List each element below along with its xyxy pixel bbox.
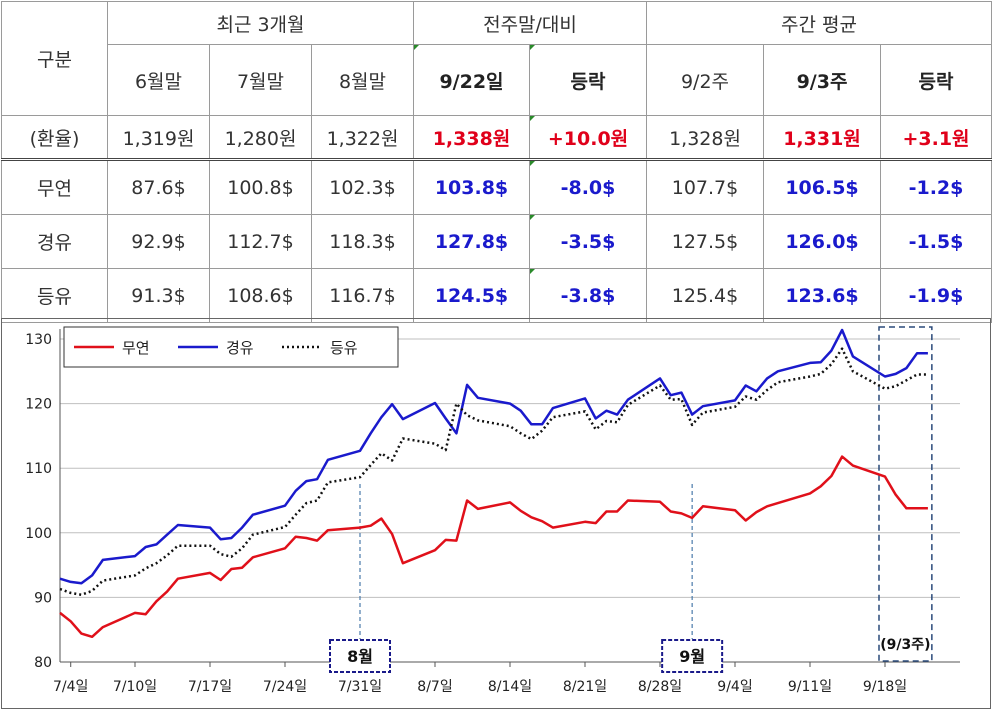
subheader-aug: 8월말 <box>311 44 414 116</box>
y-tick-label: 110 <box>25 461 52 477</box>
price-cell: 108.6$ <box>209 268 312 323</box>
price-cell: -3.8$ <box>529 268 647 323</box>
y-tick-label: 130 <box>25 332 52 348</box>
highlight-label: (9/3주) <box>880 637 930 653</box>
price-cell: 125.4$ <box>646 268 764 323</box>
subheader-jun: 6월말 <box>107 44 210 116</box>
price-cell: -3.5$ <box>529 214 647 269</box>
x-tick-label: 8/21일 <box>563 679 607 695</box>
x-tick-label: 8/14일 <box>488 679 532 695</box>
subheader-jul: 7월말 <box>209 44 312 116</box>
group-header-recent: 최근 3개월 <box>107 1 414 45</box>
price-cell: 102.3$ <box>311 159 414 215</box>
subheader-sep-w2: 9/2주 <box>646 44 764 116</box>
y-tick-label: 90 <box>34 590 52 606</box>
price-cell: 107.7$ <box>646 159 764 215</box>
x-tick-label: 7/10일 <box>113 679 157 695</box>
month-marker-label: 8월 <box>347 647 373 666</box>
price-cell: -1.5$ <box>880 214 992 269</box>
price-cell: 100.8$ <box>209 159 312 215</box>
price-cell: 124.5$ <box>413 268 530 323</box>
x-tick-label: 7/4일 <box>53 679 88 695</box>
rate-cell: +3.1원 <box>880 115 992 161</box>
price-cell: 106.5$ <box>763 159 881 215</box>
price-cell: 118.3$ <box>311 214 414 269</box>
rate-cell: +10.0원 <box>529 115 647 161</box>
y-tick-label: 120 <box>25 397 52 413</box>
row-label-header: 구분 <box>1 1 108 116</box>
series-line-2 <box>59 347 928 597</box>
rate-cell: 1,338원 <box>413 115 530 161</box>
subheader-sep-w3: 9/3주 <box>763 44 881 116</box>
subheader-sep22: 9/22일 <box>413 44 530 116</box>
row-label-gasoline: 무연 <box>1 159 108 215</box>
month-marker-box <box>329 639 391 673</box>
x-tick-label: 9/11일 <box>788 679 832 695</box>
price-cell: 92.9$ <box>107 214 210 269</box>
row-label-kerosene: 등유 <box>1 268 108 323</box>
x-tick-label: 9/18일 <box>863 679 907 695</box>
rate-cell: 1,331원 <box>763 115 881 161</box>
rate-label: (환율) <box>1 115 108 161</box>
month-marker-label: 9월 <box>679 647 705 666</box>
price-cell: 91.3$ <box>107 268 210 323</box>
rate-cell: 1,328원 <box>646 115 764 161</box>
price-cell: 123.6$ <box>763 268 881 323</box>
price-chart: 80 90 100 110 120 130 7/4일 7/10일 7/17일 7/24일 7/31일… <box>1 318 991 709</box>
legend-label: 경유 <box>226 339 254 357</box>
legend-label: 무연 <box>122 339 150 357</box>
x-tick-label: 8/7일 <box>417 679 452 695</box>
x-tick-label: 7/24일 <box>263 679 307 695</box>
price-cell: -8.0$ <box>529 159 647 215</box>
group-header-weekly-avg: 주간 평균 <box>646 1 992 45</box>
x-tick-label: 9/4일 <box>717 679 752 695</box>
month-marker-box <box>661 639 724 673</box>
price-cell: -1.2$ <box>880 159 992 215</box>
price-cell: 116.7$ <box>311 268 414 323</box>
rate-cell: 1,280원 <box>209 115 312 161</box>
series-line-0 <box>59 455 928 639</box>
group-header-weekend: 전주말/대비 <box>413 1 647 45</box>
price-cell: 87.6$ <box>107 159 210 215</box>
row-label-diesel: 경유 <box>1 214 108 269</box>
price-cell: 126.0$ <box>763 214 881 269</box>
price-cell: 127.8$ <box>413 214 530 269</box>
legend-box <box>63 326 399 368</box>
rate-cell: 1,322원 <box>311 115 414 161</box>
x-tick-label: 8/28일 <box>638 679 682 695</box>
price-cell: 103.8$ <box>413 159 530 215</box>
price-cell: 127.5$ <box>646 214 764 269</box>
x-tick-label: 7/17일 <box>188 679 232 695</box>
series-line-1 <box>59 328 928 585</box>
x-tick-label: 7/31일 <box>338 679 382 695</box>
y-tick-label: 80 <box>34 655 52 671</box>
y-tick-label: 100 <box>25 526 52 542</box>
rate-cell: 1,319원 <box>107 115 210 161</box>
chart-canvas: 80 90 100 110 120 130 7/4일 7/10일 7/17일 7/24일 7/31일… <box>25 326 960 695</box>
legend-label: 등유 <box>330 339 358 357</box>
subheader-change-1: 등락 <box>529 44 647 116</box>
price-cell: -1.9$ <box>880 268 992 323</box>
price-table: 구분 최근 3개월 전주말/대비 주간 평균 6월말 7월말 8월말 9/22일… <box>1 1 992 323</box>
price-cell: 112.7$ <box>209 214 312 269</box>
subheader-change-2: 등락 <box>880 44 992 116</box>
highlight-box <box>878 326 933 662</box>
